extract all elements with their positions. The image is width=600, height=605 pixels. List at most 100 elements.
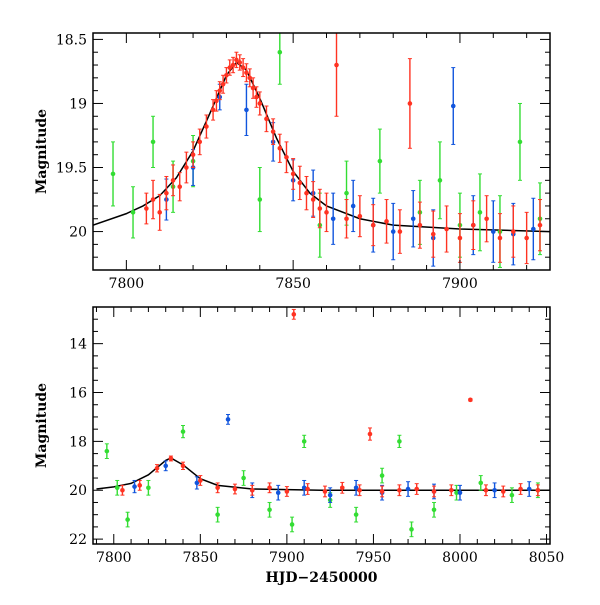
data-point xyxy=(477,173,483,252)
point-marker xyxy=(154,465,160,471)
point-marker xyxy=(257,101,263,106)
point-marker xyxy=(237,60,243,65)
data-point xyxy=(184,151,189,184)
plot-area xyxy=(96,308,550,538)
data-point xyxy=(334,33,339,117)
data-point xyxy=(224,67,229,84)
point-marker xyxy=(277,145,283,151)
point-marker xyxy=(289,522,295,527)
point-marker xyxy=(330,216,336,222)
point-marker xyxy=(198,478,203,483)
data-point xyxy=(217,81,223,101)
point-marker xyxy=(164,190,169,196)
point-marker xyxy=(150,197,156,202)
point-marker xyxy=(357,213,363,219)
point-marker xyxy=(537,222,543,228)
point-marker xyxy=(194,480,200,486)
point-marker xyxy=(370,222,376,228)
data-point xyxy=(125,511,130,528)
y-axis-title: Magnitude xyxy=(34,109,50,194)
point-marker xyxy=(170,178,176,183)
data-point xyxy=(450,67,456,145)
point-marker xyxy=(234,57,239,63)
data-point xyxy=(324,192,329,233)
point-marker xyxy=(353,485,359,491)
y-tick-label: 18 xyxy=(69,434,87,450)
data-point xyxy=(470,200,476,251)
data-point xyxy=(526,481,532,497)
data-point xyxy=(270,118,276,145)
data-point xyxy=(194,476,200,490)
y-tick-label: 20 xyxy=(69,483,87,499)
data-point xyxy=(146,479,151,496)
data-point xyxy=(379,467,385,484)
point-marker xyxy=(225,417,231,422)
data-point xyxy=(132,479,137,494)
data-point xyxy=(497,213,503,263)
data-point xyxy=(431,501,437,518)
data-point xyxy=(384,199,389,244)
point-marker xyxy=(297,180,303,186)
point-marker xyxy=(227,65,233,70)
data-point xyxy=(154,464,160,473)
data-point xyxy=(484,195,489,243)
data-point xyxy=(353,506,359,523)
point-marker xyxy=(244,70,249,76)
point-marker xyxy=(470,222,476,228)
point-marker xyxy=(449,487,454,493)
point-marker xyxy=(244,107,249,113)
data-point xyxy=(379,485,385,498)
point-marker xyxy=(344,190,349,196)
point-marker xyxy=(457,235,463,241)
point-marker xyxy=(397,439,402,444)
point-marker xyxy=(430,231,436,237)
data-point xyxy=(537,199,543,252)
data-point xyxy=(397,434,402,448)
data-point xyxy=(310,181,316,218)
data-point xyxy=(197,128,203,156)
data-point xyxy=(490,200,496,263)
data-point xyxy=(407,58,413,149)
point-marker xyxy=(132,484,137,489)
point-marker xyxy=(120,487,125,493)
x-tick-label: 7950 xyxy=(356,550,392,566)
point-marker xyxy=(531,226,536,232)
point-marker xyxy=(431,507,437,513)
point-marker xyxy=(270,129,276,134)
data-point xyxy=(210,99,216,121)
point-marker xyxy=(397,229,403,234)
point-marker xyxy=(492,487,497,493)
model-curve xyxy=(93,61,550,233)
data-point xyxy=(215,506,220,523)
data-point xyxy=(390,202,396,261)
data-point xyxy=(241,470,246,486)
data-point xyxy=(157,193,163,231)
data-point xyxy=(180,461,186,470)
data-point xyxy=(240,58,246,78)
point-marker xyxy=(264,116,269,122)
data-point xyxy=(357,484,362,497)
data-point xyxy=(492,482,497,499)
point-marker xyxy=(215,512,220,517)
data-point xyxy=(204,114,209,139)
point-marker xyxy=(367,431,373,437)
point-marker xyxy=(247,75,253,81)
point-marker xyxy=(397,487,402,493)
model-curve xyxy=(96,457,550,491)
y-tick-label: 14 xyxy=(69,337,87,353)
point-marker xyxy=(180,429,186,434)
data-point xyxy=(120,484,125,496)
point-marker xyxy=(214,98,219,104)
point-marker xyxy=(417,222,423,228)
data-point xyxy=(177,172,183,202)
data-point xyxy=(444,205,449,253)
x-axis-title: HJD−2450000 xyxy=(266,570,378,586)
point-marker xyxy=(483,487,489,493)
data-point xyxy=(531,197,536,261)
point-marker xyxy=(517,139,523,145)
point-marker xyxy=(177,184,183,190)
point-marker xyxy=(384,219,389,224)
point-marker xyxy=(509,492,515,498)
data-point xyxy=(180,425,186,439)
point-marker xyxy=(357,487,362,493)
